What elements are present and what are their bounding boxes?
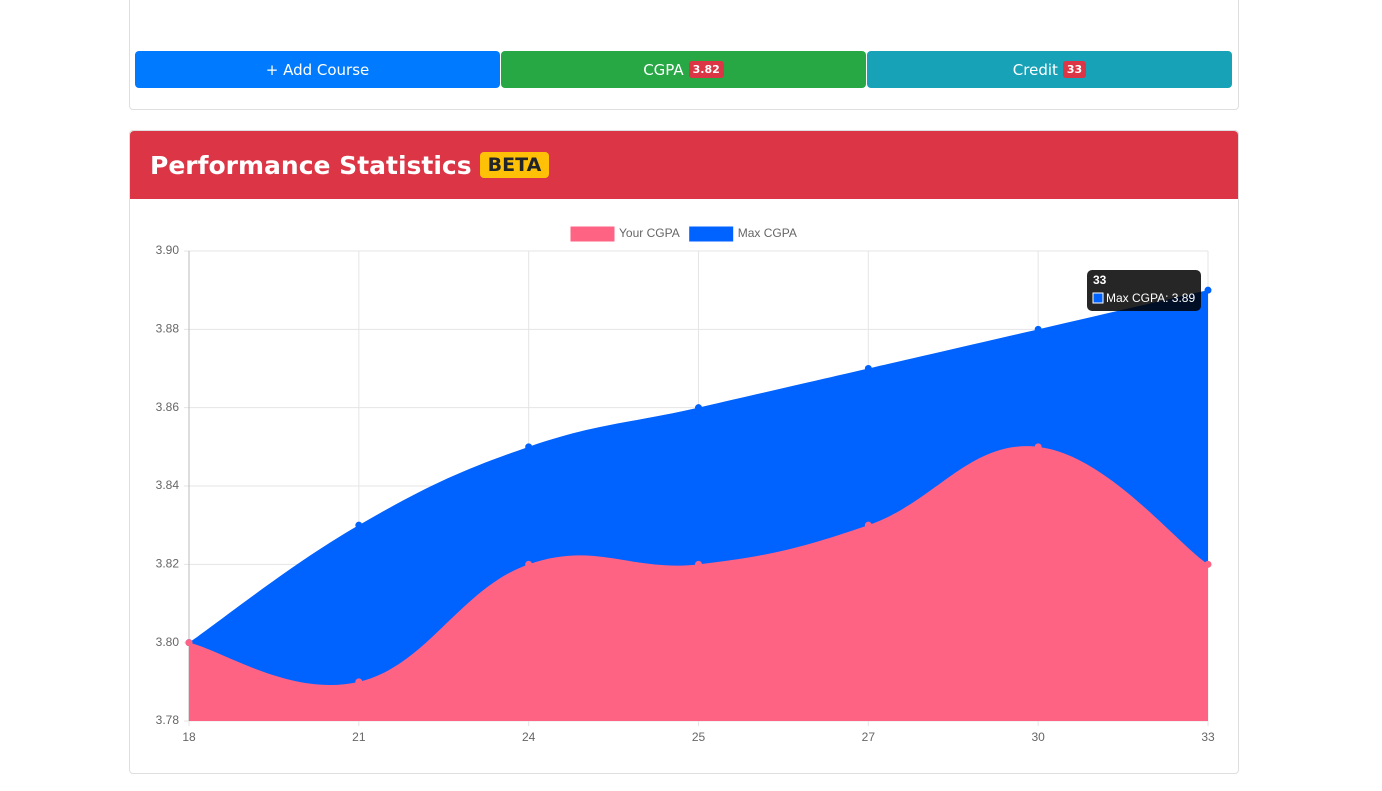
- add-course-button[interactable]: + Add Course: [135, 51, 500, 88]
- point: [1204, 286, 1212, 294]
- point: [1034, 443, 1042, 451]
- cgpa-button[interactable]: CGPA 3.82: [501, 51, 866, 88]
- card-title: Performance Statistics: [150, 150, 472, 180]
- x-tick-label: 30: [1031, 730, 1045, 744]
- y-tick-label: 3.90: [156, 243, 180, 257]
- y-tick-label: 3.86: [156, 400, 180, 414]
- credit-button[interactable]: Credit 33: [867, 51, 1232, 88]
- legend-label: Max CGPA: [738, 226, 797, 240]
- x-tick-label: 25: [692, 730, 706, 744]
- button-label: CGPA: [643, 60, 684, 79]
- point: [355, 521, 363, 529]
- x-tick-label: 33: [1201, 730, 1215, 744]
- x-tick-label: 27: [862, 730, 876, 744]
- point: [185, 639, 193, 647]
- button-label: Credit: [1012, 60, 1058, 79]
- point: [695, 404, 702, 412]
- legend-label: Your CGPA: [619, 226, 680, 240]
- button-label: + Add Course: [265, 60, 370, 79]
- card-header: Performance Statistics BETA: [130, 131, 1238, 199]
- point: [695, 560, 702, 568]
- point: [864, 521, 872, 529]
- tooltip-title: 33: [1093, 273, 1107, 287]
- x-tick-label: 21: [352, 730, 366, 744]
- point: [1204, 560, 1212, 568]
- point: [1034, 325, 1042, 333]
- x-tick-label: 24: [522, 730, 536, 744]
- y-tick-label: 3.84: [156, 478, 180, 492]
- legend-swatch: [689, 226, 734, 242]
- point: [525, 560, 533, 568]
- tooltip-text: Max CGPA: 3.89: [1106, 291, 1195, 305]
- beta-badge: BETA: [479, 152, 550, 178]
- point: [525, 443, 533, 451]
- y-tick-label: 3.80: [156, 635, 180, 649]
- y-tick-label: 3.78: [156, 713, 180, 727]
- point: [355, 678, 363, 686]
- legend-swatch: [570, 226, 615, 242]
- badge: 3.82: [688, 61, 724, 78]
- x-tick-label: 18: [182, 730, 196, 744]
- area: [189, 446, 1208, 721]
- badge: 33: [1062, 61, 1087, 78]
- point: [864, 365, 872, 372]
- tooltip-swatch: [1092, 292, 1104, 304]
- tooltip: 33 Max CGPA: 3.89: [1087, 270, 1201, 311]
- tooltip-box: [1087, 270, 1201, 311]
- y-tick-label: 3.88: [156, 322, 180, 336]
- y-tick-label: 3.82: [156, 557, 180, 571]
